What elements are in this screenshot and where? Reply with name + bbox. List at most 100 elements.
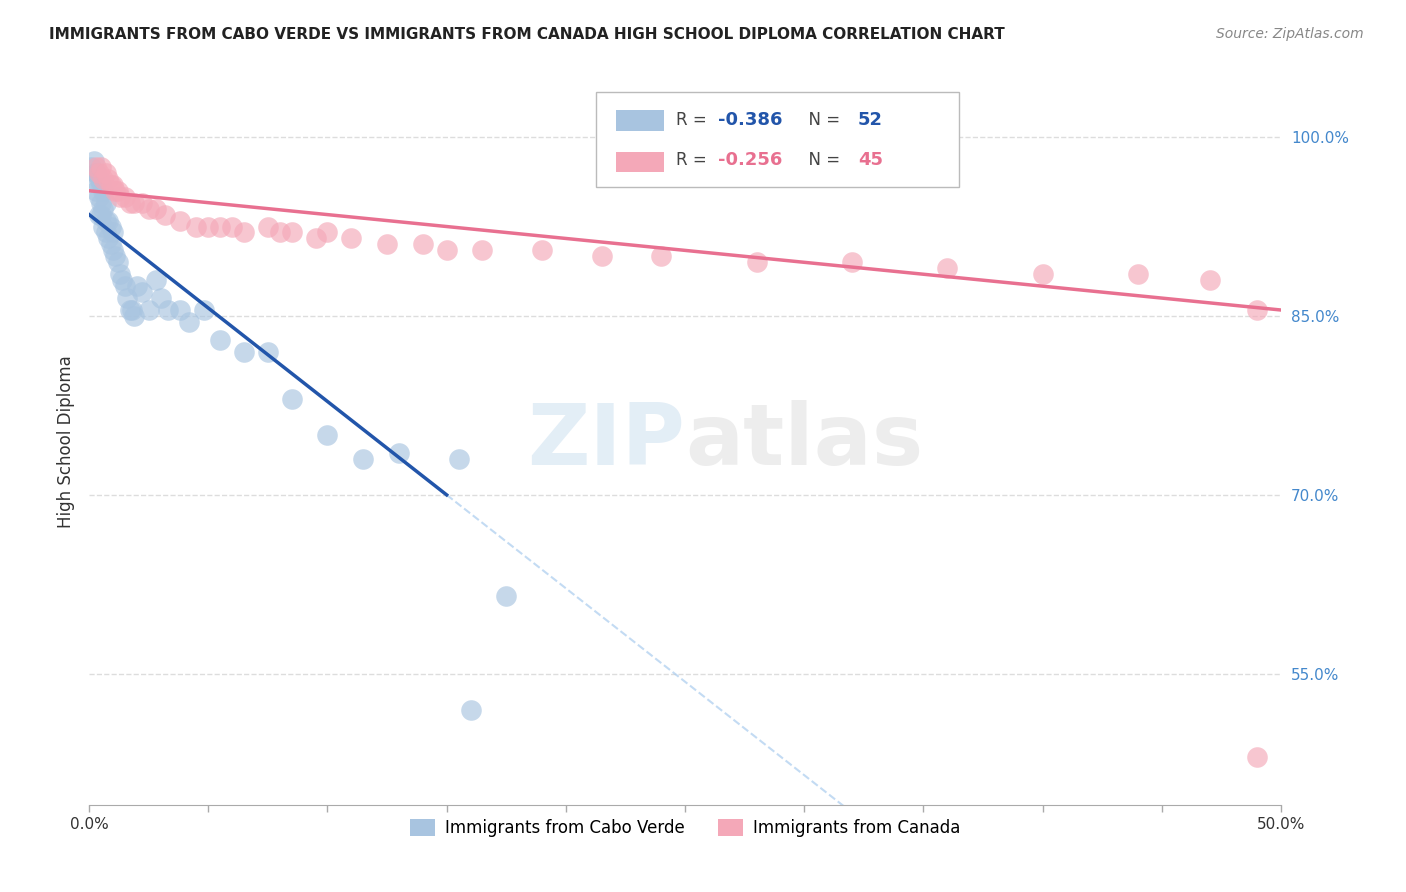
Point bbox=[1246, 303, 1268, 318]
Point bbox=[87, 166, 110, 180]
Point bbox=[316, 428, 339, 442]
Point bbox=[93, 219, 115, 234]
Point bbox=[101, 226, 124, 240]
Point bbox=[138, 303, 160, 318]
Point bbox=[84, 166, 107, 180]
Point bbox=[257, 219, 280, 234]
Point bbox=[111, 273, 134, 287]
Point bbox=[436, 244, 458, 258]
Point bbox=[257, 344, 280, 359]
Point bbox=[936, 261, 959, 276]
Point bbox=[591, 249, 613, 263]
Point bbox=[316, 226, 339, 240]
Point bbox=[280, 392, 302, 407]
Legend: Immigrants from Cabo Verde, Immigrants from Canada: Immigrants from Cabo Verde, Immigrants f… bbox=[404, 813, 967, 844]
Point bbox=[193, 303, 215, 318]
FancyBboxPatch shape bbox=[596, 92, 959, 186]
Point bbox=[115, 291, 138, 305]
Point bbox=[90, 208, 112, 222]
FancyBboxPatch shape bbox=[616, 111, 664, 130]
Text: N =: N = bbox=[799, 111, 845, 128]
Point bbox=[388, 446, 411, 460]
Point bbox=[280, 226, 302, 240]
Point bbox=[114, 190, 136, 204]
Point bbox=[118, 195, 141, 210]
Point bbox=[124, 309, 146, 323]
Text: -0.386: -0.386 bbox=[718, 111, 783, 128]
Point bbox=[94, 195, 117, 210]
Point bbox=[97, 213, 120, 227]
Point bbox=[233, 344, 256, 359]
Point bbox=[131, 285, 153, 300]
Point bbox=[197, 219, 219, 234]
Point bbox=[304, 231, 326, 245]
Point bbox=[145, 202, 167, 216]
Point bbox=[531, 244, 554, 258]
Point bbox=[340, 231, 363, 245]
Point bbox=[118, 303, 141, 318]
Point bbox=[107, 184, 129, 198]
Point bbox=[90, 178, 112, 192]
Point bbox=[412, 237, 434, 252]
Text: 52: 52 bbox=[858, 111, 883, 128]
Y-axis label: High School Diploma: High School Diploma bbox=[58, 355, 75, 527]
Point bbox=[186, 219, 208, 234]
Point bbox=[100, 237, 122, 252]
Point bbox=[108, 190, 131, 204]
Point bbox=[100, 219, 122, 234]
Point bbox=[108, 267, 131, 281]
Point bbox=[87, 208, 110, 222]
Point bbox=[100, 178, 122, 192]
Point bbox=[1198, 273, 1220, 287]
Point bbox=[107, 255, 129, 269]
Point bbox=[460, 703, 482, 717]
Point bbox=[156, 303, 179, 318]
Point bbox=[93, 184, 115, 198]
Point bbox=[138, 202, 160, 216]
Point bbox=[84, 160, 107, 174]
Point bbox=[94, 226, 117, 240]
Point bbox=[221, 219, 243, 234]
Point bbox=[93, 171, 115, 186]
Point bbox=[1246, 750, 1268, 764]
Point bbox=[179, 315, 201, 329]
Text: N =: N = bbox=[799, 151, 845, 169]
Point bbox=[87, 171, 110, 186]
Point bbox=[169, 303, 191, 318]
Point bbox=[145, 273, 167, 287]
Text: atlas: atlas bbox=[685, 400, 924, 483]
Point bbox=[1032, 267, 1054, 281]
Point bbox=[269, 226, 291, 240]
Point bbox=[375, 237, 398, 252]
Text: R =: R = bbox=[675, 151, 711, 169]
Point bbox=[209, 333, 232, 347]
Point bbox=[94, 213, 117, 227]
Point bbox=[131, 195, 153, 210]
Point bbox=[104, 184, 127, 198]
Point bbox=[169, 213, 191, 227]
Point bbox=[84, 166, 107, 180]
Point bbox=[149, 291, 172, 305]
Point bbox=[97, 171, 120, 186]
Point bbox=[209, 219, 232, 234]
Point bbox=[83, 153, 105, 168]
Point bbox=[124, 195, 146, 210]
FancyBboxPatch shape bbox=[616, 152, 664, 172]
Point bbox=[125, 279, 148, 293]
Point bbox=[155, 208, 177, 222]
Point bbox=[114, 279, 136, 293]
Point bbox=[650, 249, 672, 263]
Point bbox=[87, 190, 110, 204]
Point bbox=[745, 255, 768, 269]
Text: Source: ZipAtlas.com: Source: ZipAtlas.com bbox=[1216, 27, 1364, 41]
Point bbox=[80, 160, 103, 174]
Point bbox=[93, 202, 115, 216]
Point bbox=[352, 452, 374, 467]
Point bbox=[1126, 267, 1149, 281]
Text: IMMIGRANTS FROM CABO VERDE VS IMMIGRANTS FROM CANADA HIGH SCHOOL DIPLOMA CORRELA: IMMIGRANTS FROM CABO VERDE VS IMMIGRANTS… bbox=[49, 27, 1005, 42]
Text: -0.256: -0.256 bbox=[718, 151, 783, 169]
Point bbox=[101, 244, 124, 258]
Point bbox=[233, 226, 256, 240]
Point bbox=[121, 303, 143, 318]
Text: R =: R = bbox=[675, 111, 711, 128]
